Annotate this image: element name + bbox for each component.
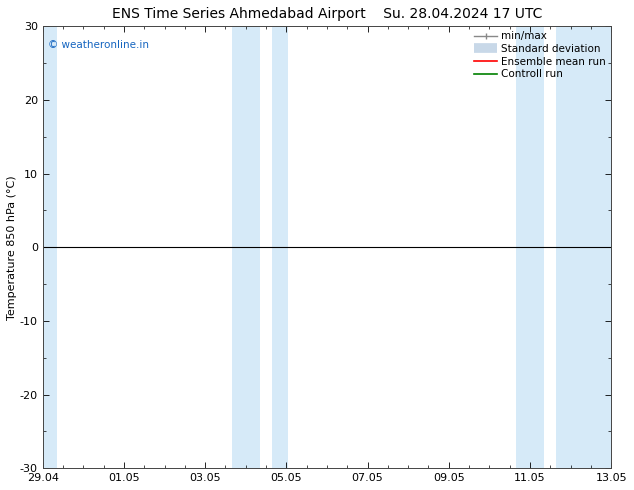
Bar: [41, 26, 57, 468]
Bar: [557, 26, 613, 468]
Legend: min/max, Standard deviation, Ensemble mean run, Controll run: min/max, Standard deviation, Ensemble me…: [472, 29, 608, 81]
Bar: [231, 26, 260, 468]
Title: ENS Time Series Ahmedabad Airport    Su. 28.04.2024 17 UTC: ENS Time Series Ahmedabad Airport Su. 28…: [112, 7, 542, 21]
Y-axis label: Temperature 850 hPa (°C): Temperature 850 hPa (°C): [7, 175, 17, 319]
Text: © weatheronline.in: © weatheronline.in: [48, 40, 150, 49]
Bar: [272, 26, 288, 468]
Bar: [516, 26, 544, 468]
